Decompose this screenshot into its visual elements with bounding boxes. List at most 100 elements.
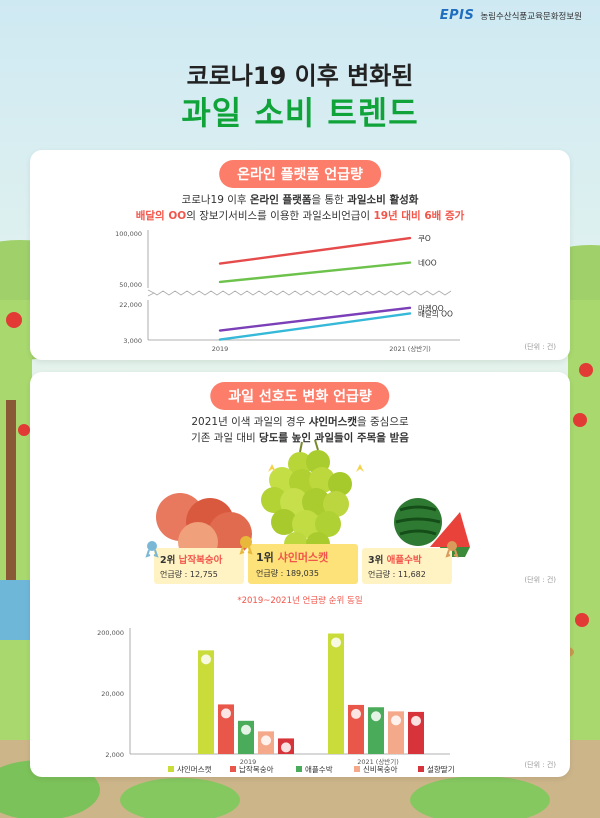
apple-icon bbox=[573, 413, 587, 427]
desc-text: 을 통한 bbox=[311, 194, 348, 206]
fruit-illustrations bbox=[156, 439, 470, 572]
legend-swatch bbox=[354, 766, 360, 772]
unit-label: (단위 : 건) bbox=[524, 343, 556, 351]
rank-fruit-name: 납작복숭아 bbox=[178, 555, 223, 566]
legend-label: 애플수박 bbox=[305, 764, 333, 774]
desc-line1: 2021년 이색 과일의 경우 샤인머스캣을 중심으로 bbox=[30, 414, 570, 430]
legend-swatch bbox=[296, 766, 302, 772]
desc-line2: 배달의 OO의 장보기서비스를 이용한 과일소비언급이 19년 대비 6배 증가 bbox=[30, 208, 570, 224]
tree-trunk bbox=[6, 400, 16, 580]
series-label: 쿠O bbox=[418, 234, 431, 243]
rank-card-2: 2위 납작복숭아 언급량 : 12,755 bbox=[154, 548, 244, 584]
section-pill: 과일 선호도 변화 언급량 bbox=[210, 382, 390, 410]
rank-number: 3위 bbox=[368, 555, 384, 566]
ribbon-icon bbox=[239, 536, 253, 555]
desc-highlight: 배달의 OO bbox=[135, 210, 187, 222]
unit-label: (단위 : 건) bbox=[524, 761, 556, 769]
desc-bold: 온라인 플랫폼 bbox=[249, 194, 312, 206]
fruit-preference-panel: 과일 선호도 변화 언급량 2021년 이색 과일의 경우 샤인머스캣을 중심으… bbox=[30, 372, 570, 777]
unit-label: (단위 : 건) bbox=[524, 576, 556, 584]
rank-number: 1위 bbox=[256, 551, 274, 564]
fruit-icon bbox=[261, 735, 271, 746]
desc-highlight: 19년 대비 6배 증가 bbox=[373, 210, 465, 222]
org-name: 농림수산식품교육문화정보원 bbox=[480, 11, 582, 22]
desc-text: 2021년 이색 과일의 경우 bbox=[191, 416, 309, 428]
bush-bottom-right bbox=[410, 776, 550, 818]
desc-text: 기존 과일 대비 bbox=[191, 432, 260, 444]
desc-text: 코로나19 이후 bbox=[181, 194, 250, 206]
x-tick-label: 2021 (상반기) bbox=[389, 344, 431, 353]
bush-bottom-mid bbox=[120, 778, 240, 818]
desc-bold: 당도를 높인 과일들이 주목을 받음 bbox=[259, 432, 409, 444]
rank-title: 3위 애플수박 bbox=[368, 552, 422, 566]
ribbon-icon bbox=[445, 541, 459, 558]
rank-title: 2위 납작복숭아 bbox=[160, 552, 222, 566]
legend-label: 설향딸기 bbox=[427, 764, 455, 774]
page-title-line1: 코로나19 이후 변화된 bbox=[186, 62, 414, 90]
line-chart: 100,000 50,000 22,000 3,000 2019 2021 (상반기) 쿠O… bbox=[115, 230, 460, 353]
series-label: 배달의 OO bbox=[418, 308, 453, 318]
x-tick-label: 2019 bbox=[212, 345, 229, 353]
bar bbox=[198, 650, 214, 754]
rank-count: 언급량 : 11,682 bbox=[368, 570, 426, 579]
desc-line2: 기존 과일 대비 당도를 높인 과일들이 주목을 받음 bbox=[30, 430, 570, 446]
rank-card-3: 3위 애플수박 언급량 : 11,682 bbox=[362, 548, 452, 584]
y-tick-label: 200,000 bbox=[97, 629, 124, 637]
x-tick-label: 2021 (상반기) bbox=[357, 757, 399, 766]
rank-fruit-name: 애플수박 bbox=[386, 555, 422, 566]
ribbon-icons bbox=[145, 536, 459, 558]
apple-icon bbox=[6, 312, 22, 328]
legend-swatch bbox=[418, 766, 424, 772]
fruit-icon bbox=[351, 708, 361, 719]
rank-title: 1위 샤인머스캣 bbox=[256, 549, 328, 565]
org-logo: EPIS bbox=[439, 8, 475, 23]
y-tick-label: 20,000 bbox=[101, 690, 124, 698]
fruit-icon bbox=[201, 654, 211, 665]
series-label: 마켓OO bbox=[418, 303, 444, 313]
shine-muscat-illustration bbox=[261, 439, 364, 572]
legend-label: 납작복숭아 bbox=[239, 764, 274, 774]
bar-chart: 200,000 20,000 2,000 2019 2021 (상반기) 샤인머스캣 납작복… bbox=[97, 628, 455, 774]
legend-label: 샤인머스캣 bbox=[177, 764, 212, 774]
bar bbox=[218, 704, 234, 754]
fruit-icon bbox=[331, 637, 341, 648]
legend-swatch bbox=[230, 766, 236, 772]
section-pill: 온라인 플랫폼 언급량 bbox=[219, 160, 381, 188]
bar bbox=[328, 633, 344, 754]
legend-swatch bbox=[168, 766, 174, 772]
ground-right bbox=[568, 300, 600, 818]
rank-fruit-name: 샤인머스캣 bbox=[277, 551, 329, 564]
y-tick-label: 3,000 bbox=[123, 337, 142, 345]
rank-count: 언급량 : 12,755 bbox=[160, 570, 218, 579]
fruit-icon bbox=[281, 742, 291, 753]
axis-break bbox=[147, 289, 452, 297]
legend-label: 신비복숭아 bbox=[363, 764, 398, 774]
fruit-icon bbox=[371, 711, 381, 722]
desc-text: 을 중심으로 bbox=[357, 416, 409, 428]
desc-text: 의 장보기서비스를 이용한 과일소비언급이 bbox=[186, 210, 374, 222]
fruit-icon bbox=[391, 715, 401, 726]
rank-count: 언급량 : 189,035 bbox=[256, 569, 319, 578]
apple-icon bbox=[18, 424, 30, 436]
rank-number: 2위 bbox=[160, 555, 176, 566]
y-tick-label: 2,000 bbox=[105, 751, 124, 759]
y-tick-label: 100,000 bbox=[115, 230, 142, 238]
y-tick-label: 50,000 bbox=[119, 281, 142, 289]
ribbon-icon bbox=[145, 541, 159, 558]
section-description: 코로나19 이후 온라인 플랫폼을 통한 과일소비 활성화 배달의 OO의 장보… bbox=[30, 192, 570, 224]
desc-bold: 샤인머스캣 bbox=[308, 416, 358, 428]
river bbox=[0, 580, 30, 640]
rank-card-1: 1위 샤인머스캣 언급량 : 189,035 bbox=[248, 544, 358, 584]
series-line bbox=[218, 236, 412, 265]
apple-icon bbox=[575, 613, 589, 627]
series-line bbox=[218, 306, 412, 332]
fruit-icon bbox=[241, 724, 251, 735]
desc-line1: 코로나19 이후 온라인 플랫폼을 통한 과일소비 활성화 bbox=[30, 192, 570, 208]
apple-icon bbox=[579, 363, 593, 377]
ranking-note: *2019~2021년 언급량 순위 동일 bbox=[237, 596, 363, 606]
fruit-icon bbox=[411, 715, 421, 726]
x-tick-label: 2019 bbox=[240, 758, 257, 766]
series-line bbox=[218, 312, 412, 341]
desc-bold: 과일소비 활성화 bbox=[347, 194, 419, 206]
series-line bbox=[218, 261, 412, 284]
